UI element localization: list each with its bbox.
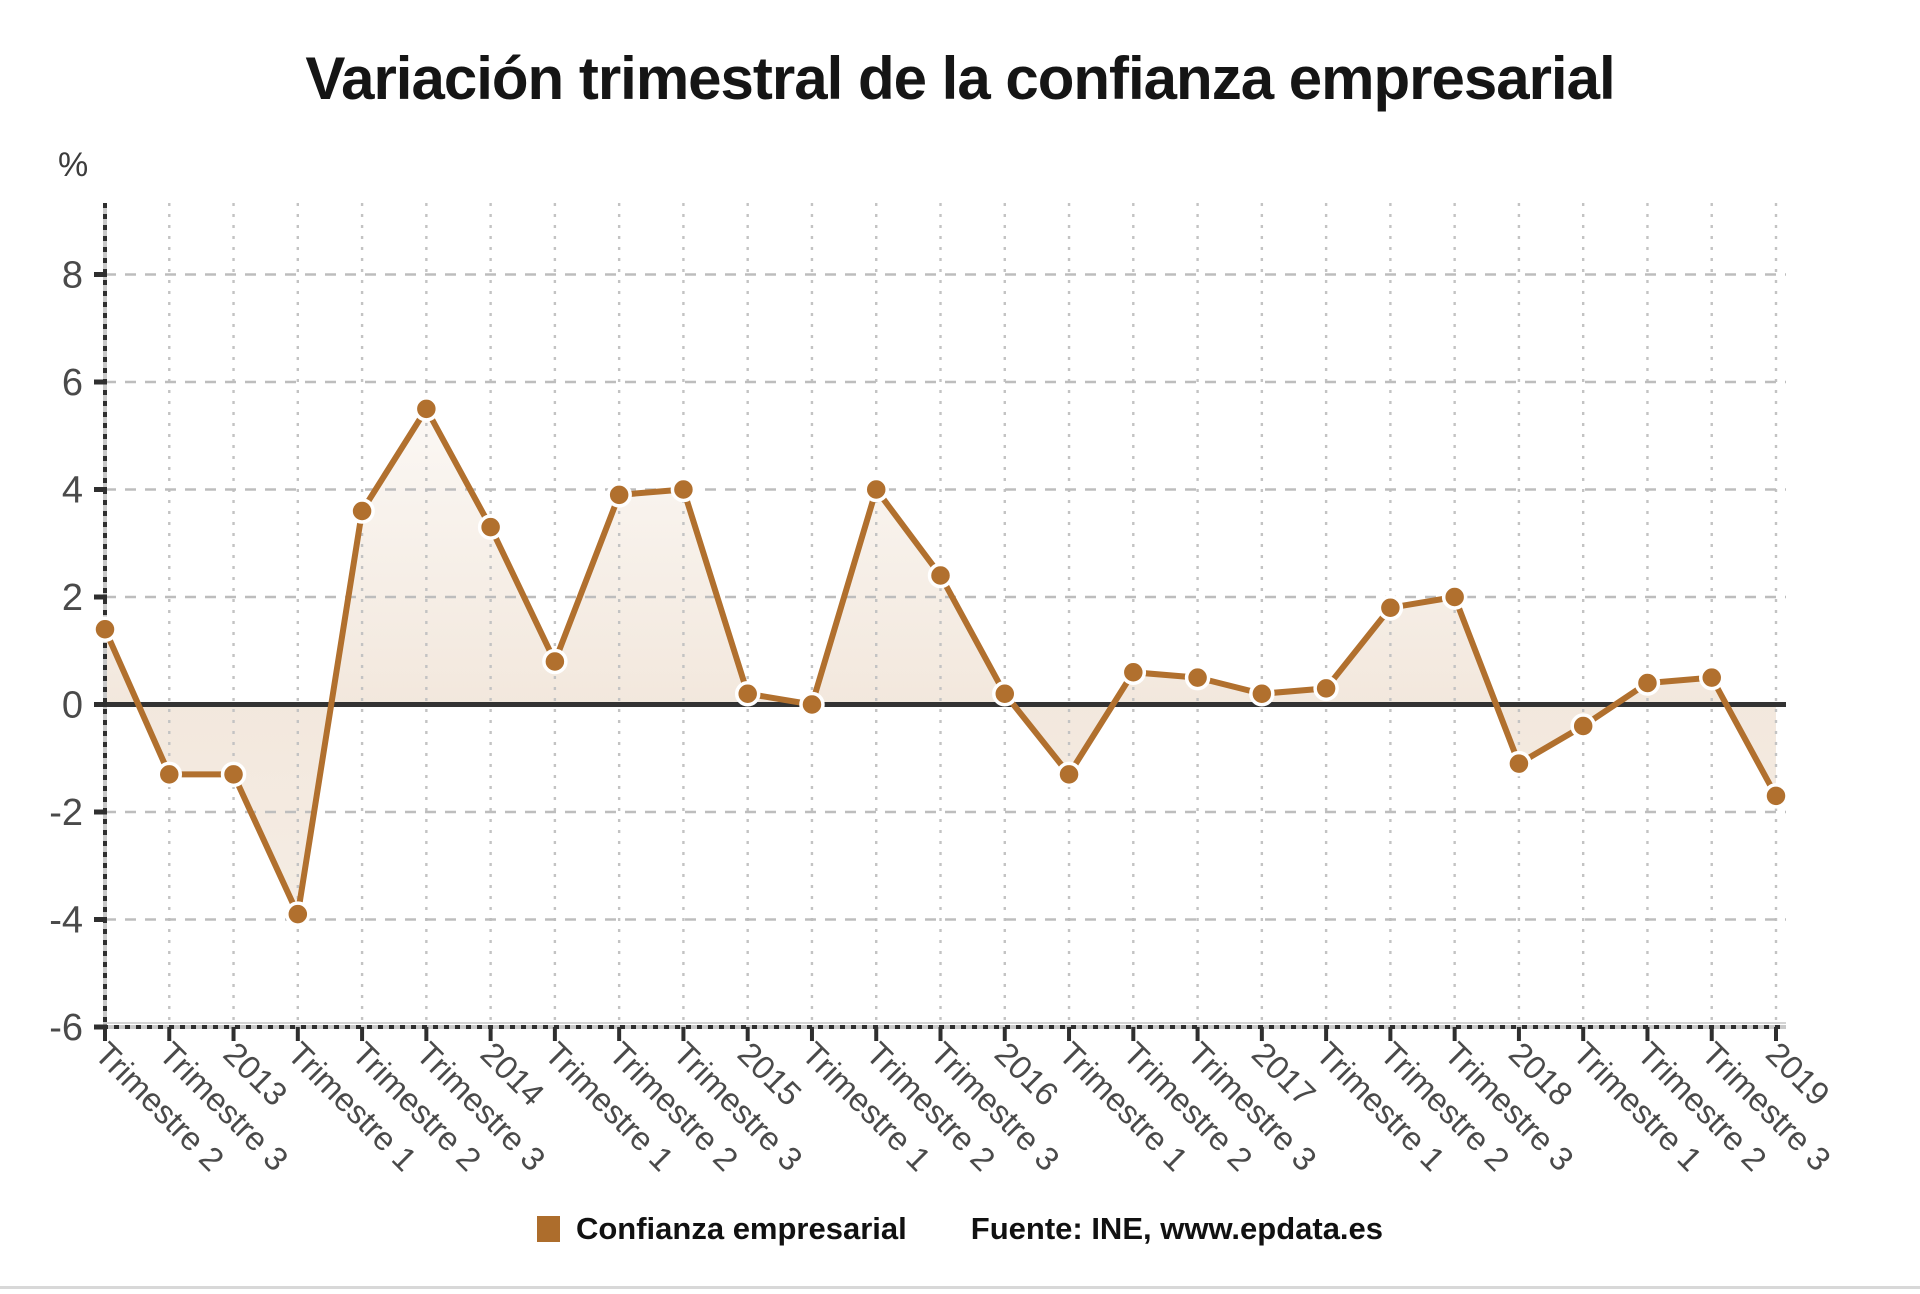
data-point-9[interactable]: [670, 476, 697, 503]
chart-legend: Confianza empresarial Fuente: INE, www.e…: [0, 1204, 1920, 1254]
source-label: Fuente: INE, www.epdata.es: [970, 1211, 1384, 1246]
legend-label: Confianza empresarial: [575, 1211, 907, 1246]
data-point-23[interactable]: [1570, 713, 1596, 739]
y-axis-tick-label: 2: [62, 577, 83, 619]
data-point-14[interactable]: [992, 681, 1018, 707]
data-point-5[interactable]: [413, 396, 440, 422]
data-point-3[interactable]: [285, 901, 311, 927]
data-point-11[interactable]: [799, 691, 825, 718]
data-point-2[interactable]: [220, 761, 247, 788]
legend-swatch-icon: [536, 1216, 560, 1242]
data-point-7[interactable]: [542, 648, 568, 675]
data-point-6[interactable]: [477, 514, 504, 540]
series-area-fill: [105, 408, 1776, 915]
legend-item-confianza-empresarial[interactable]: Confianza empresarial: [536, 1211, 907, 1247]
chart-title: Variación trimestral de la confianza emp…: [305, 45, 1615, 112]
data-point-19[interactable]: [1313, 675, 1339, 702]
y-axis-tick-label: -2: [49, 792, 83, 834]
data-point-12[interactable]: [863, 476, 889, 503]
data-point-1[interactable]: [156, 761, 183, 788]
y-axis-unit-label: %: [58, 146, 89, 184]
data-point-22[interactable]: [1506, 750, 1532, 777]
y-axis-tick-label: 4: [62, 470, 83, 512]
data-point-25[interactable]: [1698, 664, 1725, 691]
y-axis-tick-label: -4: [49, 900, 83, 942]
y-axis-tick-label: -6: [49, 1007, 83, 1049]
data-point-26[interactable]: [1763, 783, 1789, 809]
y-axis-tick-label: 0: [62, 685, 83, 727]
data-point-13[interactable]: [927, 562, 954, 589]
data-point-0[interactable]: [92, 616, 118, 642]
data-point-16[interactable]: [1120, 659, 1147, 685]
data-point-8[interactable]: [606, 482, 632, 508]
data-point-21[interactable]: [1441, 584, 1468, 610]
data-point-4[interactable]: [349, 498, 375, 524]
data-point-17[interactable]: [1184, 664, 1211, 691]
data-point-15[interactable]: [1056, 761, 1082, 788]
data-point-18[interactable]: [1249, 681, 1275, 707]
data-point-24[interactable]: [1634, 670, 1661, 696]
bottom-divider: [0, 1286, 1920, 1289]
data-point-10[interactable]: [734, 681, 761, 707]
y-axis-tick-label: 6: [62, 362, 83, 404]
data-point-20[interactable]: [1377, 595, 1404, 621]
y-axis-tick-label: 8: [62, 255, 83, 297]
